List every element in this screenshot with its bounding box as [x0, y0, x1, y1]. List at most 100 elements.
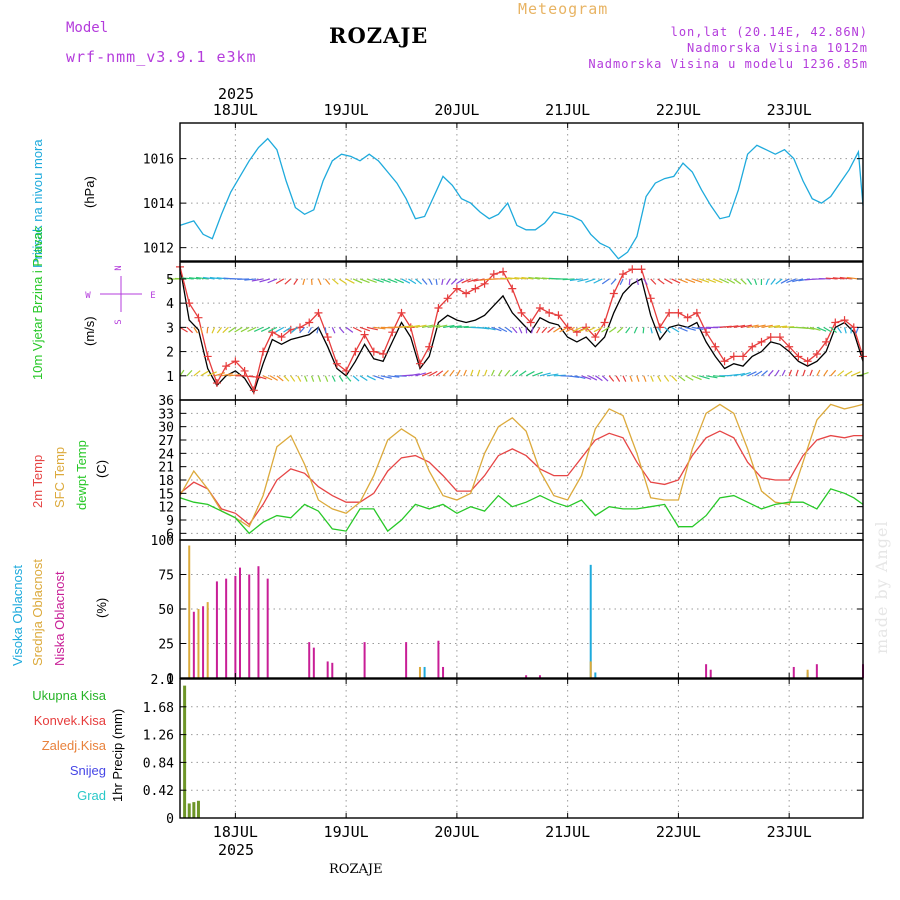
wind-arrow	[380, 375, 392, 379]
bar-ukupna-kisa	[183, 685, 187, 818]
gust-point	[591, 333, 600, 342]
wind-arrow	[193, 327, 198, 334]
y-tick-label: 18	[158, 474, 174, 489]
wind-arrow	[415, 324, 427, 328]
wind-arrow	[484, 369, 488, 377]
wind-arrow	[304, 375, 308, 382]
y-tick-label: 100	[151, 534, 174, 549]
y-tick-label: 21	[158, 461, 174, 476]
wind-arrow	[685, 278, 696, 284]
gust-point	[628, 265, 637, 274]
wind-arrow	[345, 375, 352, 382]
gust-point	[674, 308, 683, 317]
wind-arrow	[267, 278, 278, 284]
gust-point	[609, 289, 618, 298]
wind-arrow	[671, 278, 681, 284]
wind-arrow	[259, 278, 271, 283]
wind-arrow	[823, 369, 829, 377]
wind-arrow	[851, 371, 861, 377]
gust-point	[452, 284, 461, 293]
wind-arrow	[825, 277, 838, 280]
wind-arrow	[401, 325, 414, 328]
gust-point	[499, 267, 508, 276]
gust-point	[332, 359, 341, 368]
wind-arrow	[290, 375, 296, 382]
wind-arrow	[359, 375, 368, 382]
footer-station: ROZAJE	[329, 862, 383, 877]
legend-konvek-kisa: Konvek.Kisa	[33, 713, 106, 728]
wind-arrow	[324, 278, 331, 285]
bar-niska-oblacnost	[225, 578, 228, 678]
wind-arrow	[770, 278, 776, 285]
bar-srednja-oblacnost	[197, 609, 200, 678]
wind-arrow	[387, 375, 400, 378]
gust-point	[277, 333, 286, 342]
wind-arrow	[442, 370, 449, 377]
wind-arrow	[678, 326, 688, 332]
y-tick-label: 50	[158, 603, 174, 618]
wind-arrow	[255, 375, 267, 380]
y-tick-label: 15	[158, 487, 174, 502]
wind-arrow	[490, 369, 495, 377]
wind-arrow	[712, 278, 723, 284]
wind-arrow	[504, 326, 513, 333]
wind-arrow	[268, 326, 278, 333]
wind-arrow	[511, 326, 518, 334]
wind-arrow	[207, 371, 217, 377]
gust-point	[775, 333, 784, 342]
wind-arrow	[830, 369, 837, 377]
gust-point	[360, 330, 369, 339]
wind-arrow	[497, 369, 503, 377]
gust-point	[692, 308, 701, 317]
gust-point	[822, 337, 831, 346]
wind-arrow	[186, 326, 194, 334]
wind-arrow	[463, 369, 467, 377]
gust-point	[323, 333, 332, 342]
legend-ukupna-kisa: Ukupna Kisa	[32, 688, 106, 703]
y-tick-label: 75	[158, 569, 174, 584]
wind-arrow	[855, 327, 859, 334]
wind-arrow	[608, 375, 615, 382]
gust-point	[212, 379, 221, 388]
wind-arrow	[408, 324, 420, 328]
wind-arrow	[200, 370, 209, 377]
wind-arrow	[408, 373, 420, 377]
gust-point	[831, 318, 840, 327]
wind-arrow	[726, 325, 739, 328]
wind-arrow	[193, 370, 201, 377]
wind-arrow	[574, 375, 586, 380]
wind-arrow	[338, 278, 347, 285]
gust-point	[748, 342, 757, 351]
wind-arrow	[221, 373, 233, 377]
wind-arrow	[802, 369, 806, 376]
wind-arrow	[795, 369, 799, 376]
wind-arrow	[671, 375, 678, 382]
wind-arrow	[577, 278, 589, 282]
wind-arrow	[331, 278, 339, 285]
wind-arrow	[664, 375, 670, 382]
wind-arrow	[291, 326, 299, 333]
bar-ukupna-kisa	[196, 800, 200, 818]
model-elevation-label: Nadmorska Visina u modelu 1236.85m	[588, 57, 868, 71]
wind-arrow	[753, 278, 758, 286]
gust-point	[369, 347, 378, 356]
wind-arrow	[269, 375, 278, 381]
y-tick-label: 1012	[143, 242, 174, 257]
wind-arrow	[539, 372, 551, 377]
wind-arrow	[628, 278, 631, 286]
wind-arrow	[562, 278, 575, 281]
coords-label: lon,lat (20.14E, 42.86N)	[670, 25, 868, 39]
gust-point	[425, 342, 434, 351]
bar-niska-oblacnost	[192, 611, 195, 678]
wind-arrow	[414, 278, 422, 285]
wind-arrow	[685, 375, 694, 381]
legend-zaledj-kisa: Zaledj.Kisa	[41, 738, 106, 753]
wind-arrow	[331, 375, 336, 382]
date-label-bottom: 20JUL	[434, 823, 479, 841]
wind-arrow	[442, 324, 455, 328]
gust-point	[240, 366, 249, 375]
gust-point	[812, 350, 821, 358]
wind-arrow	[428, 370, 438, 377]
wind-arrow	[436, 324, 448, 328]
wind-arrow	[366, 326, 378, 331]
